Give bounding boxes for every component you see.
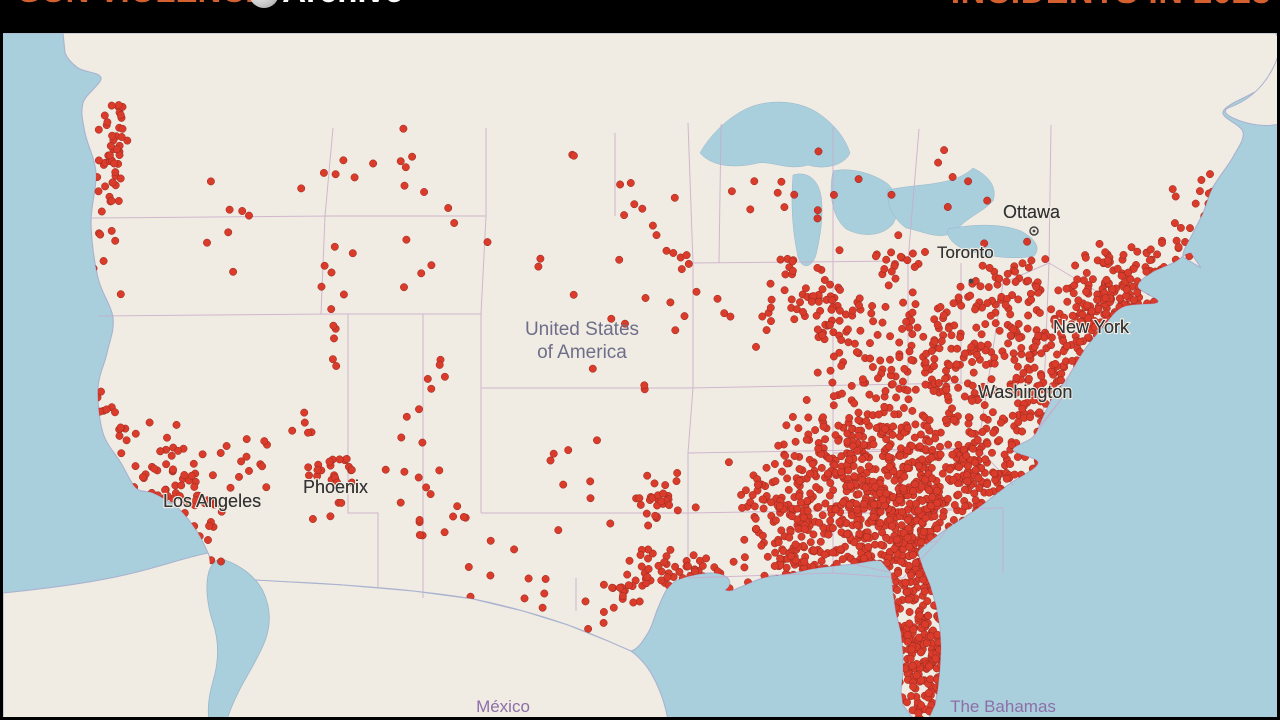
svg-text:México: México	[476, 697, 530, 716]
svg-text:Ottawa: Ottawa	[1003, 202, 1061, 222]
svg-text:The Bahamas: The Bahamas	[950, 697, 1056, 716]
svg-text:of America: of America	[537, 342, 627, 363]
svg-text:New York: New York	[1053, 317, 1130, 337]
svg-text:Washington: Washington	[978, 382, 1072, 402]
svg-text:Los Angeles: Los Angeles	[163, 491, 261, 511]
svg-text:United States: United States	[525, 319, 639, 340]
svg-text:Phoenix: Phoenix	[303, 477, 368, 497]
svg-text:Toronto: Toronto	[937, 243, 994, 262]
